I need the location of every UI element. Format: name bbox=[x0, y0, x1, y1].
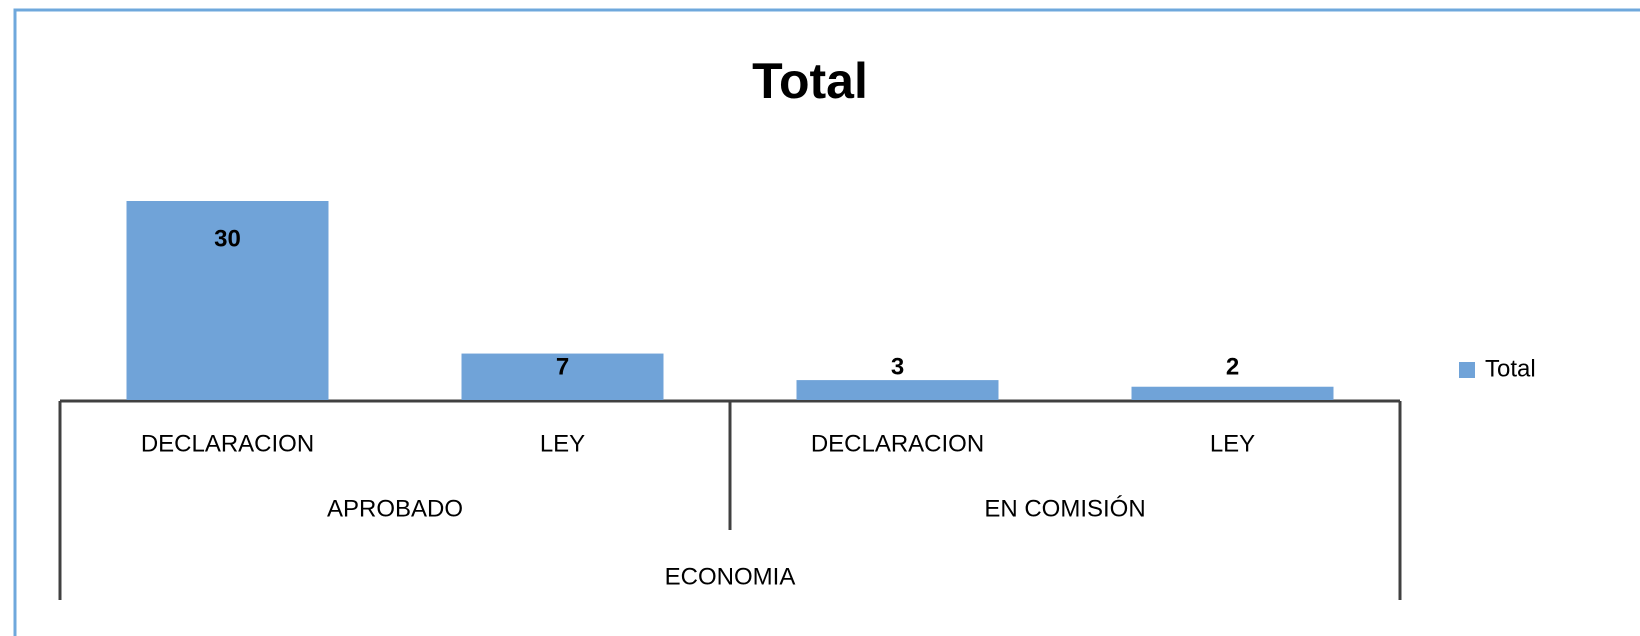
data-label: 2 bbox=[1226, 353, 1239, 380]
legend-swatch bbox=[1459, 362, 1475, 378]
data-label: 30 bbox=[214, 225, 241, 252]
x-tick-label: DECLARACION bbox=[811, 430, 984, 457]
x-tick-label: LEY bbox=[1210, 430, 1255, 457]
x-tick-label: LEY bbox=[540, 430, 585, 457]
group-label: EN COMISIÓN bbox=[984, 495, 1145, 522]
bar bbox=[1131, 386, 1334, 400]
bar bbox=[796, 380, 999, 400]
data-label: 7 bbox=[556, 353, 569, 380]
group-label: APROBADO bbox=[327, 495, 463, 522]
group-label: ECONOMIA bbox=[665, 563, 796, 590]
data-label: 3 bbox=[891, 353, 904, 380]
bar bbox=[461, 353, 664, 400]
chart-title: Total bbox=[752, 53, 868, 109]
legend-label: Total bbox=[1485, 355, 1536, 382]
x-tick-label: DECLARACION bbox=[141, 430, 314, 457]
bar bbox=[126, 201, 329, 400]
chart-frame bbox=[13, 8, 1640, 636]
